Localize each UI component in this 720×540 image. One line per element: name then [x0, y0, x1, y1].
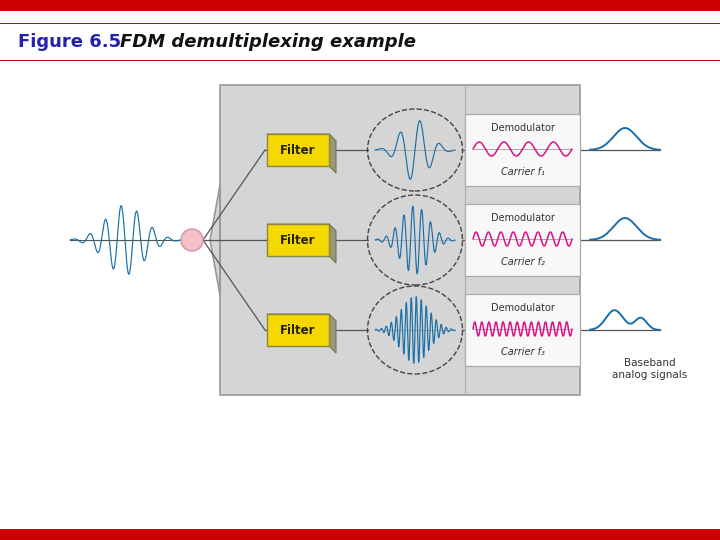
Polygon shape: [267, 224, 336, 231]
Text: Carrier f₂: Carrier f₂: [500, 257, 544, 267]
FancyBboxPatch shape: [465, 114, 580, 186]
Bar: [0, 59, 720, 61]
Polygon shape: [210, 85, 580, 395]
Text: Carrier f₁: Carrier f₁: [500, 167, 544, 177]
Polygon shape: [329, 134, 336, 173]
Text: Filter: Filter: [280, 323, 316, 336]
Text: Demodulator: Demodulator: [490, 123, 554, 133]
Text: Demodulator: Demodulator: [490, 213, 554, 223]
Bar: [0, 529, 720, 540]
Polygon shape: [267, 134, 336, 141]
FancyBboxPatch shape: [465, 204, 580, 276]
Text: Carrier f₃: Carrier f₃: [500, 347, 544, 357]
Circle shape: [181, 229, 203, 251]
Polygon shape: [329, 314, 336, 353]
Text: Demodulator: Demodulator: [490, 303, 554, 313]
Bar: [0, 0, 720, 11]
FancyBboxPatch shape: [465, 294, 580, 366]
Bar: [0, 23, 720, 24]
Text: Filter: Filter: [280, 233, 316, 246]
FancyBboxPatch shape: [267, 224, 329, 256]
Polygon shape: [267, 314, 336, 321]
Text: FDM demultiplexing example: FDM demultiplexing example: [120, 33, 416, 51]
Text: Filter: Filter: [280, 144, 316, 157]
Text: Baseband
analog signals: Baseband analog signals: [613, 358, 688, 380]
Text: Figure 6.5: Figure 6.5: [18, 33, 121, 51]
Polygon shape: [329, 224, 336, 263]
FancyBboxPatch shape: [267, 134, 329, 166]
FancyBboxPatch shape: [267, 314, 329, 346]
